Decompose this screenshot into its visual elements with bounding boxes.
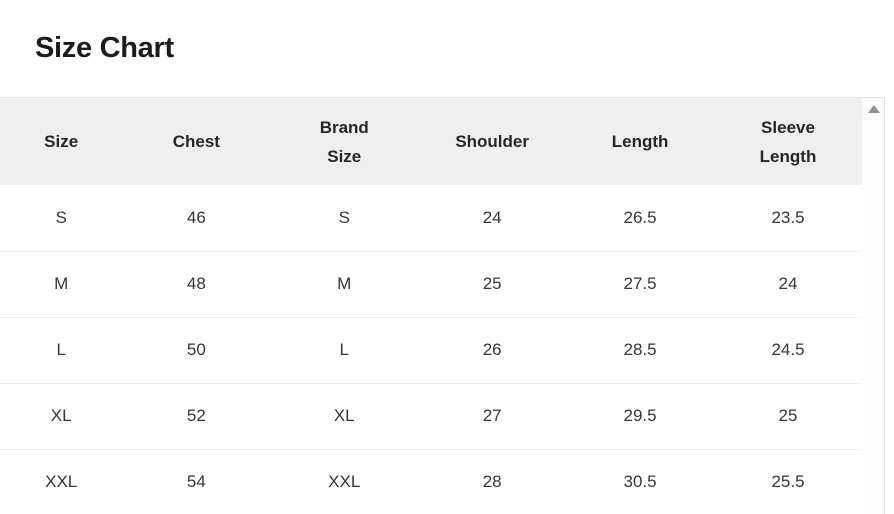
- scroll-up-icon: [867, 105, 880, 113]
- table-row: L 50 L 26 28.5 24.5: [0, 317, 862, 383]
- column-header-label: Brand Size: [319, 117, 369, 166]
- table-cell: 25: [778, 406, 798, 425]
- table-cell: 54: [186, 472, 206, 491]
- table-cell: 48: [186, 274, 206, 293]
- table-cell: L: [56, 340, 66, 359]
- column-header: Length: [566, 98, 714, 185]
- table-cell: 25.5: [771, 472, 805, 491]
- table-cell: XXL: [328, 472, 361, 491]
- table-cell: 23.5: [771, 207, 805, 227]
- column-header: Chest: [122, 98, 270, 185]
- table-cell: L: [339, 340, 349, 359]
- table-cell: S: [55, 207, 67, 227]
- table-row: S 46 S 24 26.5 23.5: [0, 185, 862, 251]
- column-header-label: Length: [611, 132, 669, 151]
- table-cell: 28: [482, 472, 502, 491]
- column-header: Sleeve Length: [714, 98, 862, 185]
- table-cell: 28.5: [623, 340, 657, 359]
- table-cell: 50: [186, 340, 206, 359]
- table-cell: 27.5: [623, 274, 657, 293]
- table-cell: 26.5: [623, 207, 657, 227]
- table-cell: M: [54, 274, 69, 293]
- table-row: M 48 M 25 27.5 24: [0, 251, 862, 317]
- table-row: XXL 54 XXL 28 30.5 25.5: [0, 449, 862, 514]
- table-cell: S: [338, 207, 350, 227]
- table-header-row: Size Chest Brand Size Shoulder Length Sleeve …: [0, 98, 862, 185]
- table-cell: 29.5: [623, 406, 657, 425]
- table-cell: 26: [482, 340, 502, 359]
- table-row: XL 52 XL 27 29.5 25: [0, 383, 862, 449]
- table-cell: XL: [50, 406, 72, 425]
- column-header-label: Shoulder: [455, 132, 529, 151]
- column-header-label: Sleeve Length: [759, 117, 817, 166]
- table-cell: XL: [333, 406, 355, 425]
- table-cell: XXL: [45, 472, 78, 491]
- table-cell: 30.5: [623, 472, 657, 491]
- table-cell: 24: [778, 274, 798, 293]
- column-header: Size: [0, 98, 122, 185]
- column-header: Shoulder: [418, 98, 566, 185]
- title-bar: Size Chart: [0, 0, 894, 97]
- column-header-label: Size: [44, 132, 79, 151]
- table-cell: 25: [482, 274, 502, 293]
- table-cell: 24.5: [771, 340, 805, 359]
- table-cell: 46: [186, 207, 206, 227]
- size-chart-table-container: Size Chest Brand Size Shoulder Length Sleeve …: [0, 97, 885, 514]
- vertical-scrollbar[interactable]: [863, 98, 884, 514]
- page-title: Size Chart: [35, 32, 174, 64]
- scroll-up-button[interactable]: [863, 98, 884, 120]
- table-body: S 46 S 24 26.5 23.5 M 48 M 25 27.5 24 L 50 L 26 28.5 24.5…: [0, 185, 862, 514]
- table-cell: M: [337, 274, 352, 293]
- scrollbar-track[interactable]: [863, 120, 884, 514]
- table-cell: 24: [482, 207, 502, 227]
- column-header: Brand Size: [270, 98, 418, 185]
- size-chart-table: Size Chest Brand Size Shoulder Length Sleeve …: [0, 98, 862, 514]
- table-cell: 27: [482, 406, 502, 425]
- column-header-label: Chest: [172, 132, 220, 151]
- table-cell: 52: [186, 406, 206, 425]
